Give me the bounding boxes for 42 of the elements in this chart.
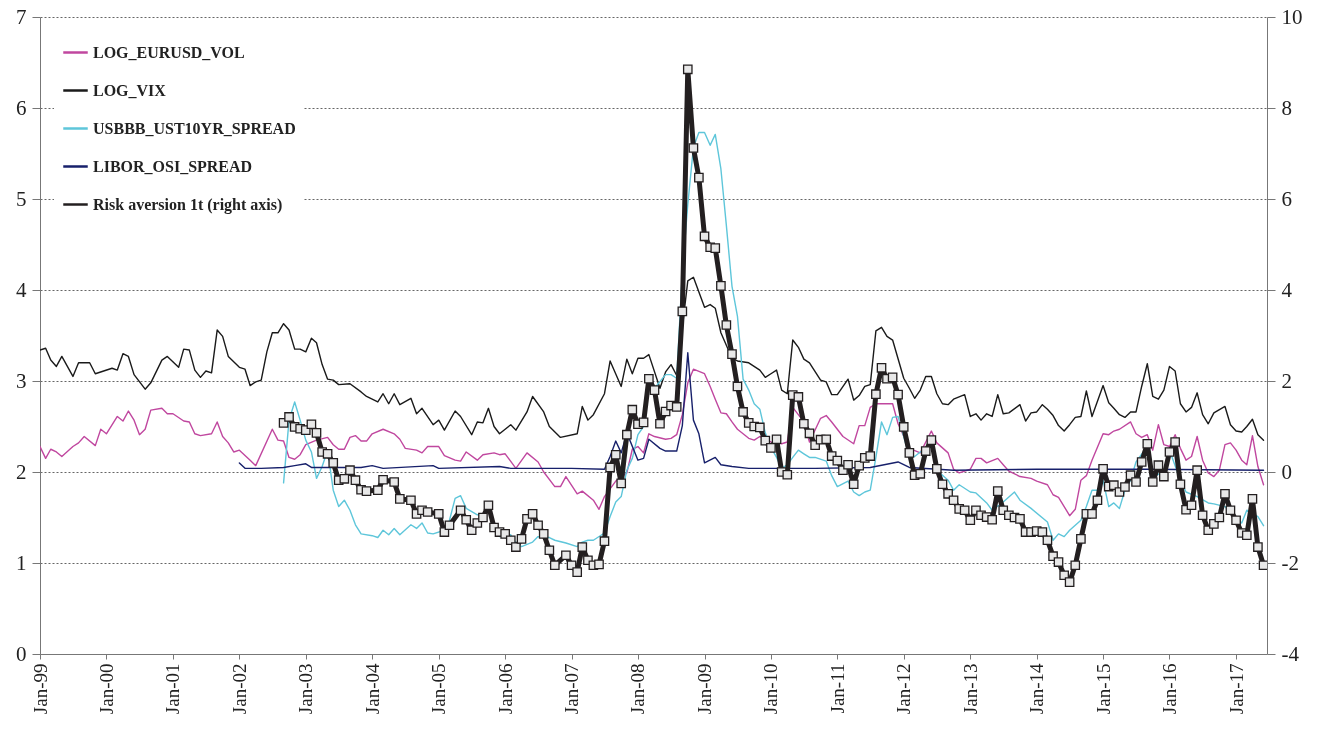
y2-tick-label: 0 — [1281, 459, 1292, 484]
line-series — [40, 368, 1265, 517]
y2-tick-label: 6 — [1281, 186, 1292, 211]
legend-label: USBBB_UST10YR_SPREAD — [93, 119, 296, 137]
x-tick-label: Jan-06 — [494, 663, 516, 715]
legend-label: LOG_VIX — [93, 81, 167, 99]
y-tick-label: 5 — [16, 186, 27, 211]
y-tick-label: 4 — [16, 277, 27, 302]
x-tick-label: Jan-99 — [29, 663, 51, 715]
y-tick-label: 6 — [16, 95, 27, 120]
x-tick-label: Jan-09 — [694, 663, 716, 715]
x-tick-label: Jan-14 — [1026, 663, 1048, 715]
x-tick-label: Jan-13 — [959, 663, 981, 715]
y2-tick-label: 8 — [1281, 95, 1292, 120]
x-tick-label: Jan-04 — [361, 663, 383, 715]
x-tick-label: Jan-03 — [295, 663, 317, 715]
y2-tick-label: 10 — [1281, 4, 1303, 29]
x-tick-label: Jan-11 — [826, 663, 848, 714]
y2-tick-label: 4 — [1281, 277, 1293, 302]
x-tick-label: Jan-00 — [95, 663, 117, 715]
x-tick-label: Jan-05 — [428, 663, 450, 715]
x-tick-label: Jan-10 — [760, 663, 782, 715]
x-tick-label: Jan-12 — [893, 663, 915, 715]
x-tick-label: Jan-01 — [162, 663, 184, 715]
x-tick-label: Jan-16 — [1158, 663, 1180, 715]
x-tick-label: Jan-15 — [1092, 663, 1114, 715]
legend-label: LOG_EURUSD_VOL — [93, 43, 245, 61]
y-tick-label: 7 — [16, 4, 27, 29]
legend-label: LIBOR_OSI_SPREAD — [93, 157, 253, 175]
x-tick-label: Jan-02 — [228, 663, 250, 715]
y-tick-label: 2 — [16, 459, 27, 484]
y-tick-label: 1 — [16, 550, 27, 575]
y2-tick-label: -4 — [1281, 641, 1300, 666]
legend-label: Risk aversion 1t (right axis) — [93, 195, 283, 214]
x-tick-label: Jan-07 — [561, 663, 583, 715]
y2-tick-label: 2 — [1281, 368, 1292, 393]
line-series — [238, 352, 1265, 471]
y-tick-label: 0 — [16, 641, 27, 666]
x-tick-label: Jan-08 — [627, 663, 649, 715]
y2-tick-label: -2 — [1281, 550, 1299, 575]
x-tick-label: Jan-17 — [1225, 663, 1247, 715]
y-tick-label: 3 — [16, 368, 27, 393]
